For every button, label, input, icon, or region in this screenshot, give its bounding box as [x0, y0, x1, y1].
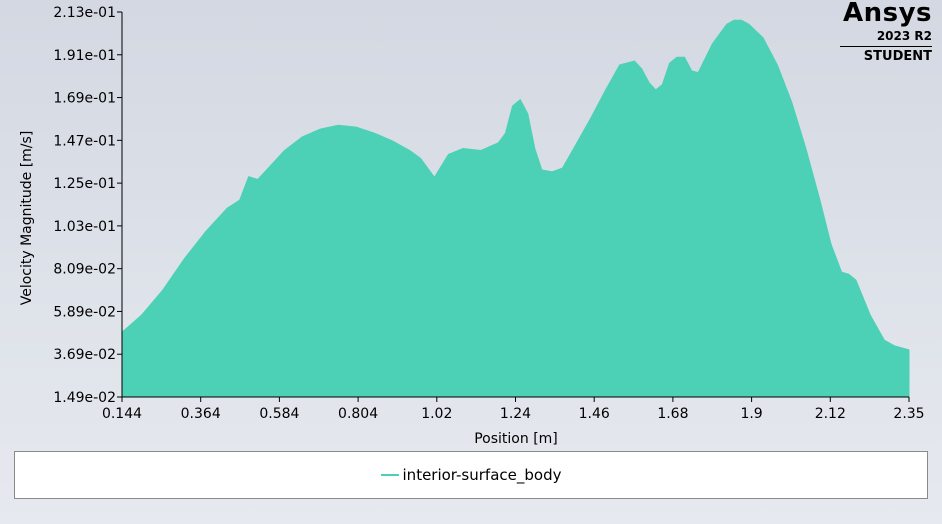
y-tick-label: 1.91e-01 — [53, 48, 116, 64]
legend-swatch — [380, 474, 399, 476]
y-tick-label: 5.89e-02 — [53, 304, 116, 320]
x-tick-label: 0.804 — [338, 406, 378, 422]
chart-legend: interior-surface_body — [14, 451, 928, 499]
y-tick-label: 2.13e-01 — [53, 5, 116, 21]
y-tick-label: 1.47e-01 — [53, 133, 116, 149]
x-tick-label: 1.24 — [500, 406, 531, 422]
y-tick-label: 1.25e-01 — [53, 176, 116, 192]
logo-edition: STUDENT — [863, 49, 932, 64]
ansys-logo: Ansys 2023 R2 STUDENT — [832, 0, 932, 64]
legend-label: interior-surface_body — [402, 466, 562, 484]
series-line — [121, 19, 910, 352]
y-tick-label: 1.03e-01 — [53, 219, 116, 235]
logo-divider — [840, 46, 932, 47]
x-tick-label: 1.46 — [579, 406, 610, 422]
x-tick-label: 1.9 — [740, 406, 762, 422]
x-tick-label: 1.02 — [421, 406, 452, 422]
x-tick-label: 2.35 — [893, 406, 924, 422]
y-axis-title: Velocity Magnitude [m/s] — [19, 131, 35, 306]
y-tick-label: 8.09e-02 — [53, 262, 116, 278]
y-tick-label: 1.49e-02 — [53, 390, 116, 406]
series-area — [121, 20, 910, 398]
x-tick-label: 0.144 — [102, 406, 142, 422]
x-axis-title: Position [m] — [474, 431, 558, 447]
logo-version: 2023 R2 — [876, 29, 932, 43]
x-tick-label: 0.364 — [181, 406, 221, 422]
y-axis-ticks: 1.49e-02 3.69e-02 5.89e-02 8.09e-02 1.03e-01… — [53, 5, 122, 406]
xy-plot: 1.49e-02 3.69e-02 5.89e-02 8.09e-02 1.03e-01… — [19, 5, 925, 447]
x-tick-label: 1.68 — [657, 406, 688, 422]
logo-brand-name: Ansys — [842, 0, 932, 28]
y-tick-label: 1.69e-01 — [53, 91, 116, 107]
series-layer — [121, 19, 910, 398]
y-tick-label: 3.69e-02 — [53, 347, 116, 363]
x-tick-label: 0.584 — [259, 406, 299, 422]
x-tick-label: 2.12 — [815, 406, 846, 422]
x-axis-ticks: 0.144 0.364 0.584 0.804 1.02 1.24 1.46 1.68 1.9 2… — [102, 397, 925, 422]
